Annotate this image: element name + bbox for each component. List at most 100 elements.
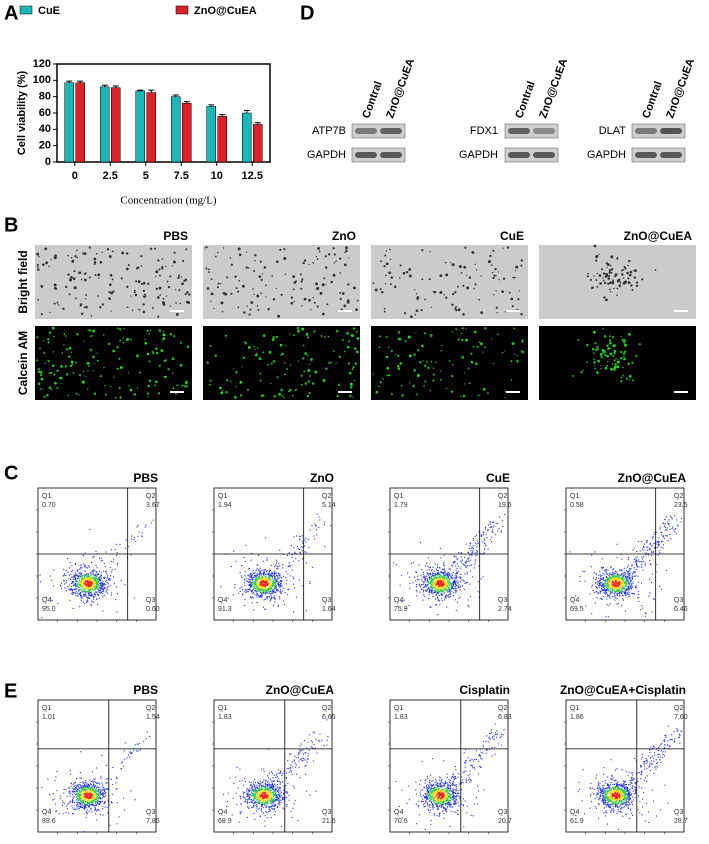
event — [274, 591, 276, 593]
event — [264, 593, 267, 595]
cell — [572, 374, 574, 377]
event — [660, 531, 662, 533]
event — [610, 576, 612, 579]
event — [434, 572, 436, 575]
event — [93, 581, 95, 583]
event — [423, 582, 425, 584]
event — [628, 556, 630, 558]
event — [601, 567, 603, 569]
event — [258, 584, 260, 586]
event — [108, 578, 110, 580]
event — [600, 577, 602, 579]
cell — [386, 366, 390, 370]
cell — [465, 338, 468, 342]
event — [441, 580, 443, 582]
event — [69, 795, 71, 797]
cell — [178, 274, 181, 277]
event — [455, 580, 457, 582]
event — [250, 596, 252, 598]
event — [265, 576, 267, 579]
event — [460, 577, 462, 579]
cell — [379, 381, 382, 384]
event — [266, 570, 268, 572]
event — [250, 585, 252, 587]
event — [319, 519, 321, 521]
event — [87, 592, 89, 594]
cell — [167, 367, 171, 371]
cell — [229, 380, 232, 383]
event — [109, 578, 111, 580]
event — [432, 572, 434, 574]
cell — [165, 295, 168, 297]
event — [135, 540, 137, 542]
cell — [258, 357, 262, 361]
event — [617, 594, 619, 596]
cell — [628, 273, 632, 277]
event — [612, 578, 614, 580]
cell — [243, 311, 246, 314]
event — [93, 781, 95, 783]
event — [463, 564, 465, 566]
event — [446, 574, 448, 576]
cell — [306, 354, 309, 357]
event — [666, 527, 668, 529]
cell — [36, 266, 39, 268]
event — [72, 580, 74, 582]
event — [606, 577, 608, 579]
cell — [457, 338, 460, 341]
cell — [279, 248, 282, 251]
event — [444, 583, 446, 585]
event — [616, 603, 618, 605]
event — [260, 592, 262, 594]
event — [445, 597, 447, 599]
event — [444, 588, 446, 590]
cell — [497, 271, 500, 273]
cell — [471, 250, 475, 254]
event — [90, 591, 92, 593]
cell — [428, 278, 431, 281]
cell — [54, 381, 57, 385]
blot-control: GAPDH — [459, 149, 498, 161]
cell — [288, 388, 292, 392]
event — [622, 579, 624, 581]
event — [84, 586, 87, 588]
event — [617, 581, 620, 583]
event — [143, 740, 145, 743]
event — [443, 582, 445, 584]
event — [442, 581, 444, 583]
event — [437, 599, 439, 601]
event — [455, 572, 457, 575]
cell — [75, 392, 78, 395]
event — [658, 537, 660, 539]
event — [485, 533, 487, 535]
cell — [154, 247, 157, 250]
event — [624, 580, 627, 582]
cell — [457, 308, 461, 312]
event — [280, 592, 282, 594]
cell — [462, 394, 466, 398]
event — [279, 590, 281, 592]
event — [491, 530, 493, 533]
cell — [71, 259, 75, 262]
cell — [615, 357, 617, 359]
cell — [94, 274, 97, 277]
blot-band — [533, 152, 555, 158]
event — [105, 788, 107, 790]
event — [458, 597, 460, 600]
event — [51, 600, 53, 602]
event — [635, 568, 637, 570]
event — [82, 585, 84, 587]
event — [444, 599, 446, 601]
event — [441, 589, 443, 591]
event — [436, 568, 438, 570]
event — [641, 563, 643, 565]
event — [274, 577, 276, 579]
event — [426, 579, 428, 581]
event — [413, 562, 415, 564]
cell — [256, 305, 259, 307]
event — [445, 582, 447, 584]
event — [82, 590, 84, 592]
cell — [631, 288, 634, 291]
event — [90, 583, 92, 585]
event — [428, 591, 430, 593]
